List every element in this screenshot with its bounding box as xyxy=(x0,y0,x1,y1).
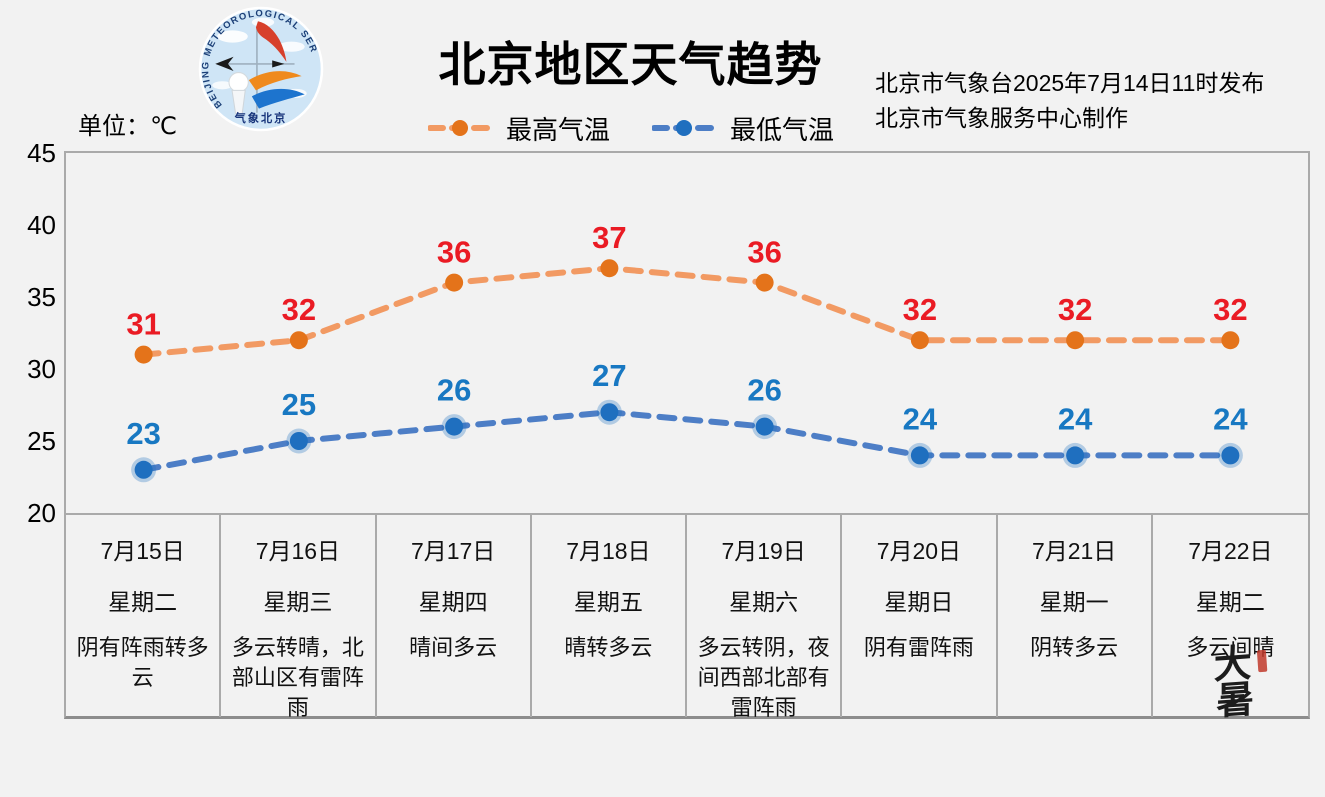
low-temp-value-label: 24 xyxy=(1213,401,1248,436)
day-date: 7月19日 xyxy=(721,538,806,564)
day-weekday: 星期五 xyxy=(573,589,643,615)
y-axis-tick: 25 xyxy=(27,426,56,456)
day-cell: 7月18日星期五晴转多云 xyxy=(532,515,687,717)
legend-swatch xyxy=(428,120,492,136)
high-temp-point xyxy=(1221,331,1240,350)
producer-line: 北京市气象服务中心制作 xyxy=(875,105,1128,131)
high-temp-point xyxy=(1066,331,1085,350)
logo-observation-dome xyxy=(228,72,249,93)
day-forecast-table: 7月15日 星期二 阴有阵雨转多云 7月16日 星期三 多云转晴，北部山区有雷阵雨 7月17… xyxy=(66,515,1308,717)
day-cell: 7月21日星期一阴转多云 xyxy=(998,515,1153,717)
day-cell: 7月20日星期日阴有雷阵雨 xyxy=(842,515,998,717)
day-weekday: 星期四 xyxy=(418,589,488,615)
day-weather: 晴转多云 xyxy=(564,635,653,660)
legend-label: 最高气温 xyxy=(506,114,611,145)
y-axis-tick: 40 xyxy=(27,210,56,240)
low-temp-value-label: 24 xyxy=(1058,401,1093,436)
y-axis-tick: 35 xyxy=(27,282,56,312)
wind-vane-arrow xyxy=(215,56,234,72)
y-axis-tick: 20 xyxy=(27,498,56,528)
low-temp-point xyxy=(445,417,464,436)
low-temp-point xyxy=(1221,446,1240,465)
day-weekday: 星期三 xyxy=(263,589,333,615)
low-temp-point xyxy=(910,446,929,465)
legend-label: 最低气温 xyxy=(730,114,835,145)
high-temp-point xyxy=(134,345,153,364)
high-temp-value-label: 37 xyxy=(592,220,626,255)
day-weekday: 星期六 xyxy=(729,589,799,615)
low-temp-value-label: 26 xyxy=(437,373,471,408)
day-weather: 阴有雷阵雨 xyxy=(863,635,974,660)
high-temp-point xyxy=(600,259,619,278)
low-temp-line xyxy=(140,409,1234,473)
solar-term-seal: 大暑 xyxy=(1196,640,1273,724)
day-weekday: 星期二 xyxy=(1195,589,1265,615)
logo-orange-swoosh xyxy=(248,71,302,91)
day-weather: 阴有阵雨转多云 xyxy=(76,635,209,690)
y-axis-tick: 30 xyxy=(27,354,56,384)
day-weekday: 星期二 xyxy=(108,589,178,615)
day-weather: 多云转晴，北部山区有雷阵雨 xyxy=(231,635,364,717)
high-temp-point xyxy=(289,331,308,350)
high-temp-point xyxy=(445,273,464,292)
high-temp-value-label: 36 xyxy=(437,235,471,270)
day-weather: 多云转阴，夜间西部北部有雷阵雨 xyxy=(697,635,830,717)
high-temp-value-label: 32 xyxy=(903,292,937,327)
high-temp-value-label: 36 xyxy=(747,235,781,270)
high-temp-point xyxy=(755,273,774,292)
low-temp-point xyxy=(1066,446,1085,465)
temperature-chart: 31 32 36 37 36 32 32 32 23 25 26 27 26 24 24 24 xyxy=(126,220,1248,483)
high-temp-line xyxy=(140,265,1234,358)
low-temp-point xyxy=(134,460,153,479)
day-weekday: 星期一 xyxy=(1039,589,1109,615)
day-weekday: 星期日 xyxy=(884,589,954,615)
low-temp-value-label: 27 xyxy=(592,358,626,393)
low-temp-value-label: 25 xyxy=(282,387,316,422)
page-title: 北京地区天气趋势 xyxy=(438,38,823,91)
low-temp-point xyxy=(289,432,308,450)
beijing-meteorological-service-logo: BEIJING METEOROLOGICAL SERVICE 气象北京 xyxy=(198,6,324,132)
day-date: 7月22日 xyxy=(1188,538,1273,564)
high-temp-value-label: 32 xyxy=(1058,292,1092,327)
low-temp-value-label: 26 xyxy=(747,373,781,408)
chart-legend: 最高气温 最低气温 xyxy=(428,110,834,146)
high-temp-value-label: 32 xyxy=(1213,292,1247,327)
day-date: 7月18日 xyxy=(566,538,651,564)
low-temp-value-label: 24 xyxy=(903,401,938,436)
legend-item-high: 最高气温 xyxy=(428,110,610,147)
unit-label: 单位：℃ xyxy=(78,113,177,140)
plot-table-divider xyxy=(66,513,1308,515)
day-date: 7月16日 xyxy=(255,538,341,564)
day-weather: 阴转多云 xyxy=(1030,635,1119,660)
logo-blue-swoosh xyxy=(251,88,305,109)
low-temp-point xyxy=(600,403,619,422)
day-cell: 7月19日星期六多云转阴，夜间西部北部有雷阵雨 xyxy=(687,515,843,717)
chart-frame xyxy=(64,151,1310,719)
day-cell: 7月16日星期三多云转晴，北部山区有雷阵雨 xyxy=(221,515,377,717)
logo-bottom-text: 气象北京 xyxy=(234,111,288,125)
day-date: 7月20日 xyxy=(876,538,962,564)
low-temp-value-label: 23 xyxy=(126,416,160,451)
publisher-info: 北京市气象台2025年7月14日11时发布 北京市气象服务中心制作 xyxy=(875,66,1264,136)
low-temp-point xyxy=(755,417,774,436)
day-date: 7月15日 xyxy=(100,538,185,564)
issued-line: 北京市气象台2025年7月14日11时发布 xyxy=(875,70,1265,96)
day-cell: 7月15日星期二阴有阵雨转多云 xyxy=(66,515,222,717)
solar-term-character: 暑 xyxy=(1216,675,1255,724)
legend-item-low: 最低气温 xyxy=(652,110,834,147)
logo-red-swoosh xyxy=(255,21,287,62)
high-temp-value-label: 32 xyxy=(282,292,316,327)
high-temp-value-label: 31 xyxy=(126,307,160,342)
high-temp-point xyxy=(910,331,929,350)
day-cell: 7月17日星期四晴间多云 xyxy=(377,515,532,717)
day-weather: 晴间多云 xyxy=(409,635,498,660)
day-date: 7月17日 xyxy=(410,538,496,564)
day-date: 7月21日 xyxy=(1031,538,1117,564)
legend-swatch xyxy=(652,120,717,136)
y-axis-tick: 45 xyxy=(27,138,56,168)
